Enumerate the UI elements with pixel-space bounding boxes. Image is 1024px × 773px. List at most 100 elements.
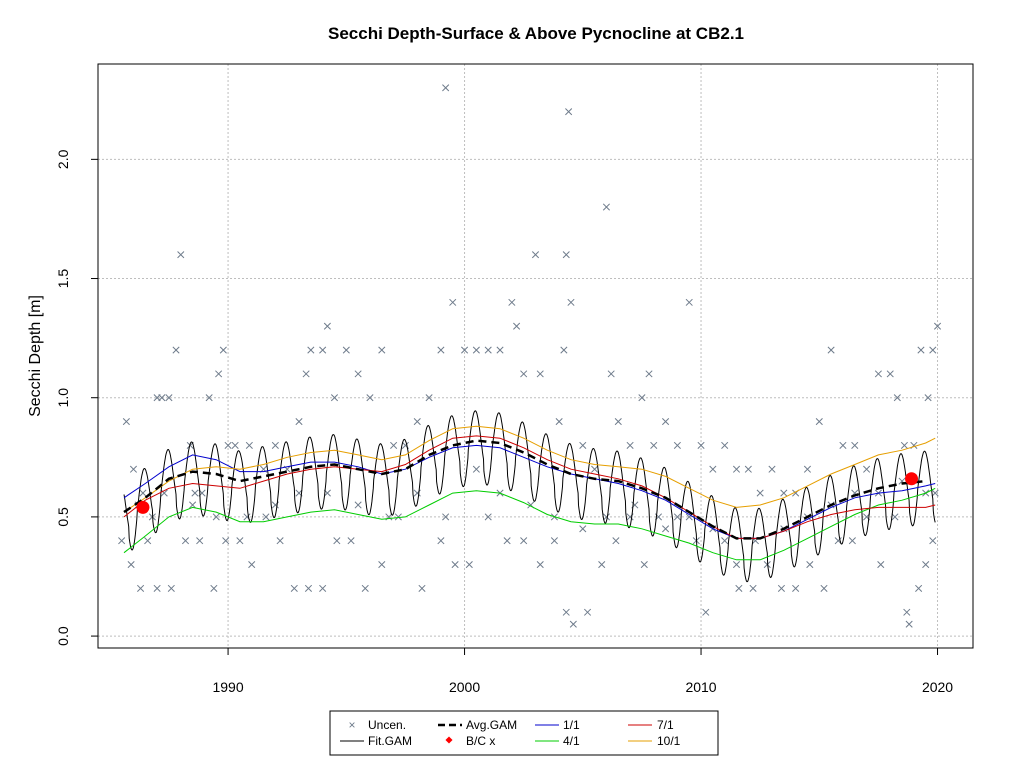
observation-point [129,465,138,473]
legend-avg-gam-label: Avg.GAM [466,718,517,732]
legend-uncen-label: Uncen. [368,718,406,732]
observation-point [917,346,925,354]
observation-point [153,584,161,592]
y-axis: 0.0 0.5 1.0 1.5 2.0 [55,149,99,646]
observation-point [472,465,480,473]
observation-point [640,561,648,569]
observation-point [158,394,166,402]
observation-point [177,251,185,259]
observation-point [777,584,785,592]
observation-point [425,394,433,402]
observation-point [196,537,204,545]
observation-point [390,441,398,449]
observation-point [442,84,450,92]
observation-point [662,417,670,426]
observation-point [702,608,710,616]
observation-point [160,489,168,497]
bc-point [136,500,150,514]
observation-point [806,561,814,569]
observation-point [139,489,147,497]
legend-4-1-label: 4/1 [563,734,580,748]
observation-point [496,346,504,354]
observation-point [662,525,670,533]
observation-point [465,561,473,569]
observation-point [295,417,303,426]
observation-point [931,489,939,497]
observation-point [893,394,901,402]
observation-point [803,465,812,473]
observation-point [900,441,908,449]
observation-point [569,620,577,628]
y-axis-label: Secchi Depth [m] [27,295,44,417]
x-tick-label: 2000 [449,679,480,695]
observation-point [929,346,937,354]
observation-point [550,537,558,545]
observation-point [721,441,729,449]
observation-point [583,608,592,616]
observation-point [449,298,457,306]
observation-point [721,537,729,545]
y-tick-label: 1.0 [55,388,71,408]
observation-point [848,537,856,545]
observation-point [333,537,341,545]
observation-point [224,441,232,449]
observation-point [236,537,244,545]
observation-points [118,84,942,628]
observation-point [413,417,421,426]
observation-point [591,465,599,473]
observation-point [167,584,175,592]
observation-point [645,370,653,378]
observation-point [219,346,227,354]
observation-point [472,346,480,354]
legend-item-7-1: 7/1 [628,718,674,732]
observation-point [508,298,516,306]
observation-point [484,346,492,354]
observation-point [756,489,764,497]
observation-point [122,417,130,426]
legend-1-1-label: 1/1 [563,718,580,732]
observation-point [451,561,459,569]
observation-point [484,513,492,521]
observation-point [181,537,190,545]
observation-point [248,561,256,569]
observation-point [461,346,469,354]
observation-point [839,441,847,449]
observation-point [709,465,717,473]
observation-point [165,394,173,402]
observation-point [127,561,135,569]
observation-point [442,513,450,521]
observation-point [536,561,544,569]
observation-point [290,584,298,592]
series-line-s_10_1 [123,425,936,513]
series-lines [123,410,936,583]
x-tick-label: 2010 [685,679,716,695]
series-line-s_4_1 [123,487,936,561]
observation-point [915,584,923,592]
observation-point [418,584,426,592]
observation-point [732,561,741,569]
observation-point [562,251,570,259]
observation-point [749,584,757,592]
observation-point [602,513,610,521]
observation-point [513,322,521,330]
chart-title: Secchi Depth-Surface & Above Pycnocline … [328,24,744,43]
observation-point [342,346,350,354]
observation-point [520,370,528,378]
observation-point [347,537,355,545]
observation-point [891,513,899,521]
legend-uncen-symbol: × [348,718,355,732]
observation-point [598,561,606,569]
observation-point [602,203,610,211]
observation-point [768,465,776,473]
observation-point [614,417,622,426]
observation-point [874,370,882,378]
observation-point [210,584,218,592]
observation-point [933,322,942,330]
observation-point [567,298,575,306]
observation-point [612,537,620,545]
x-axis: 1990 2000 2010 2020 [212,647,953,695]
observation-point [744,465,752,473]
series-line-s_1_1 [123,444,936,539]
